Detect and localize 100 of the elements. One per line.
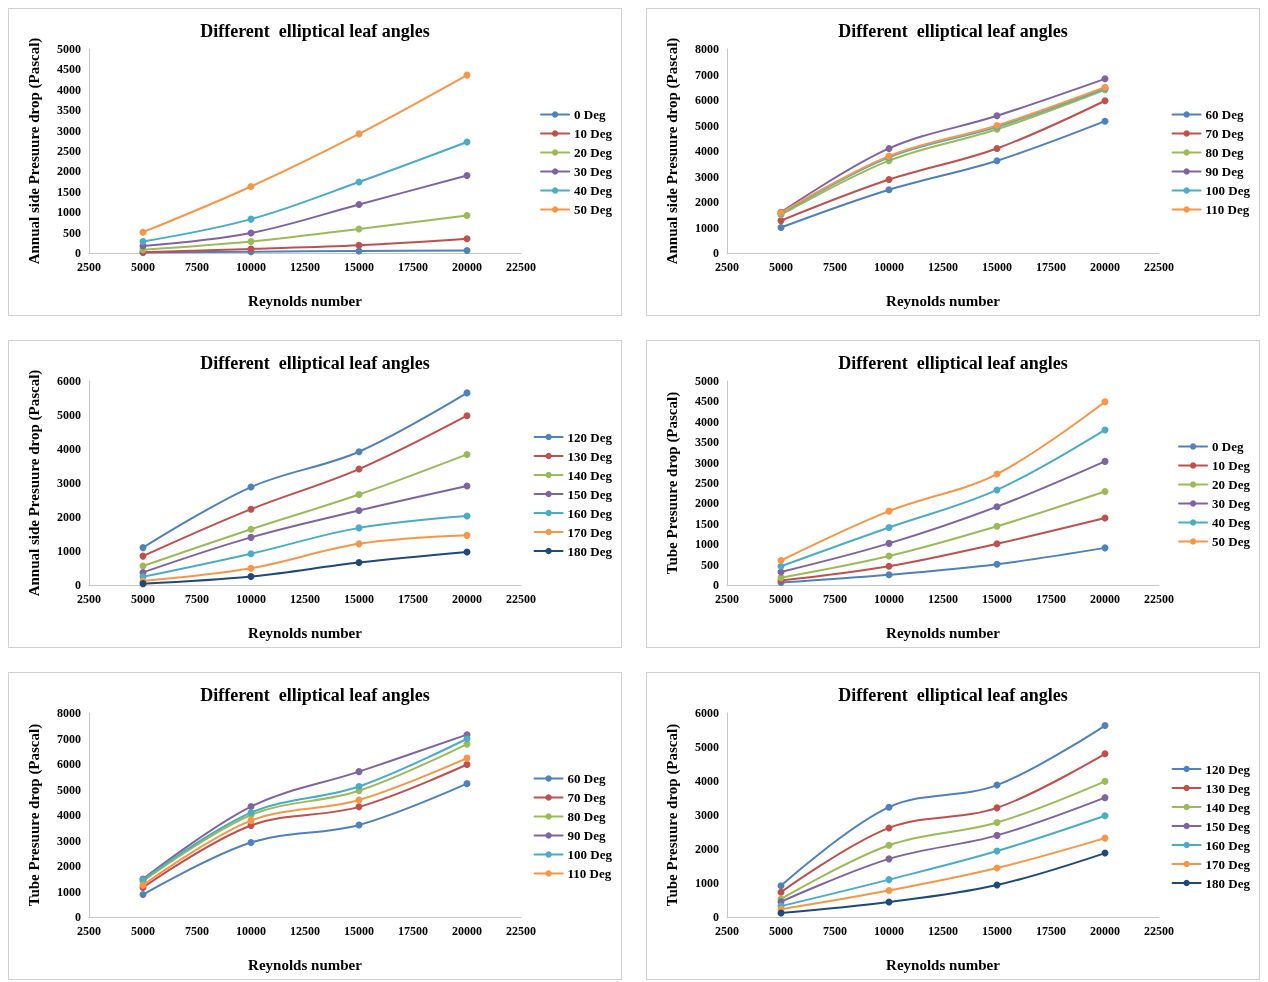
y-tick-label: 3000 [695, 808, 719, 822]
point [885, 523, 893, 531]
legend-label: 160 Deg [1205, 837, 1251, 853]
point [885, 571, 893, 579]
point [139, 238, 147, 246]
x-tick-label: 10000 [236, 924, 266, 938]
legend-label: 50 Deg [1212, 534, 1251, 549]
point [355, 559, 363, 567]
legend-label: 170 Deg [1205, 856, 1251, 872]
y-tick-label: 2000 [57, 164, 81, 179]
point [247, 803, 255, 811]
x-tick-label: 15000 [982, 260, 1012, 274]
y-tick-label: 3000 [57, 833, 81, 848]
y-tick-label: 500 [63, 225, 81, 240]
y-tick-label: 1000 [695, 876, 719, 890]
point [885, 886, 893, 894]
point [355, 491, 363, 499]
point [247, 525, 255, 533]
x-tick-label: 7500 [185, 592, 209, 606]
chart-title: Different elliptical leaf angles [200, 685, 430, 705]
legend-label: 0 Deg [574, 107, 606, 122]
point [463, 211, 471, 219]
point [993, 540, 1001, 548]
y-tick-label: 5000 [57, 408, 81, 422]
y-axis-title: Annual side Presuure drop (Pascal) [25, 37, 43, 265]
y-tick-label: 500 [701, 557, 719, 572]
x-tick-label: 17500 [1036, 260, 1066, 274]
y-tick-label: 2000 [695, 496, 719, 511]
legend-label: 70 Deg [1205, 126, 1244, 141]
y-tick-label: 0 [75, 910, 81, 924]
y-axis-title: Annual side Presuure drop (Pascal) [25, 369, 43, 597]
legend-label: 110 Deg [1205, 202, 1250, 217]
x-tick-label: 7500 [185, 260, 209, 274]
legend-label: 30 Deg [1212, 496, 1251, 511]
x-axis-title: Reynolds number [248, 956, 363, 973]
x-tick-label: 15000 [344, 260, 374, 274]
point [1101, 457, 1109, 465]
x-tick-label: 7500 [823, 592, 847, 606]
x-tick-label: 22500 [1144, 592, 1174, 606]
x-tick-label: 15000 [344, 924, 374, 938]
y-tick-label: 7000 [57, 731, 81, 746]
y-tick-label: 4500 [695, 394, 719, 409]
y-tick-label: 3000 [57, 123, 81, 138]
y-tick-label: 4000 [695, 774, 719, 788]
legend-label: 130 Deg [567, 448, 613, 464]
y-tick-label: 6000 [695, 93, 719, 107]
point [1101, 794, 1109, 802]
legend-label: 90 Deg [1205, 164, 1244, 179]
point [463, 780, 471, 788]
chart-title: Different elliptical leaf angles [838, 353, 1068, 373]
x-tick-label: 12500 [290, 260, 320, 274]
point [247, 573, 255, 580]
legend-label: 180 Deg [567, 543, 613, 559]
x-tick-label: 17500 [398, 924, 428, 938]
y-tick-label: 4000 [695, 144, 719, 158]
x-tick-label: 17500 [1036, 924, 1066, 938]
y-tick-label: 5000 [695, 118, 719, 133]
y-tick-label: 2500 [695, 476, 719, 490]
x-tick-label: 20000 [1090, 260, 1120, 274]
y-tick-label: 4500 [57, 62, 81, 77]
point [885, 176, 893, 184]
legend-label: 140 Deg [1205, 799, 1251, 815]
legend-label: 50 Deg [574, 202, 613, 217]
x-tick-label: 5000 [769, 924, 793, 938]
x-tick-label: 20000 [1090, 924, 1120, 938]
legend-label: 20 Deg [574, 145, 613, 160]
y-tick-label: 2500 [57, 144, 81, 158]
point [139, 891, 147, 899]
y-tick-label: 5000 [57, 42, 81, 56]
point [247, 550, 255, 558]
y-tick-label: 1000 [57, 205, 81, 220]
x-tick-label: 10000 [236, 592, 266, 606]
legend-label: 0 Deg [1212, 439, 1244, 454]
legend-label: 10 Deg [574, 126, 613, 141]
y-tick-label: 5000 [695, 374, 719, 388]
x-tick-label: 15000 [982, 592, 1012, 606]
legend-label: 60 Deg [1205, 107, 1244, 122]
point [463, 412, 471, 420]
y-tick-label: 4000 [57, 808, 81, 822]
point [355, 507, 363, 515]
point [885, 186, 893, 194]
y-tick-label: 3500 [57, 103, 81, 118]
point [247, 564, 255, 572]
y-tick-label: 2000 [695, 195, 719, 209]
x-tick-label: 5000 [131, 924, 155, 938]
x-tick-label: 20000 [452, 592, 482, 606]
x-tick-label: 17500 [1036, 592, 1066, 606]
y-tick-label: 2000 [57, 510, 81, 524]
x-axis-title: Reynolds number [886, 956, 1001, 973]
y-tick-label: 0 [75, 246, 81, 260]
legend-label: 100 Deg [567, 847, 613, 862]
y-tick-label: 3000 [695, 455, 719, 470]
point [247, 183, 255, 190]
legend-label: 160 Deg [567, 505, 613, 521]
legend-label: 30 Deg [574, 164, 613, 179]
point [1101, 812, 1109, 820]
legend-label: 120 Deg [1205, 761, 1251, 777]
point [463, 171, 471, 179]
y-tick-label: 3000 [57, 476, 81, 490]
legend-label: 180 Deg [1205, 875, 1251, 891]
